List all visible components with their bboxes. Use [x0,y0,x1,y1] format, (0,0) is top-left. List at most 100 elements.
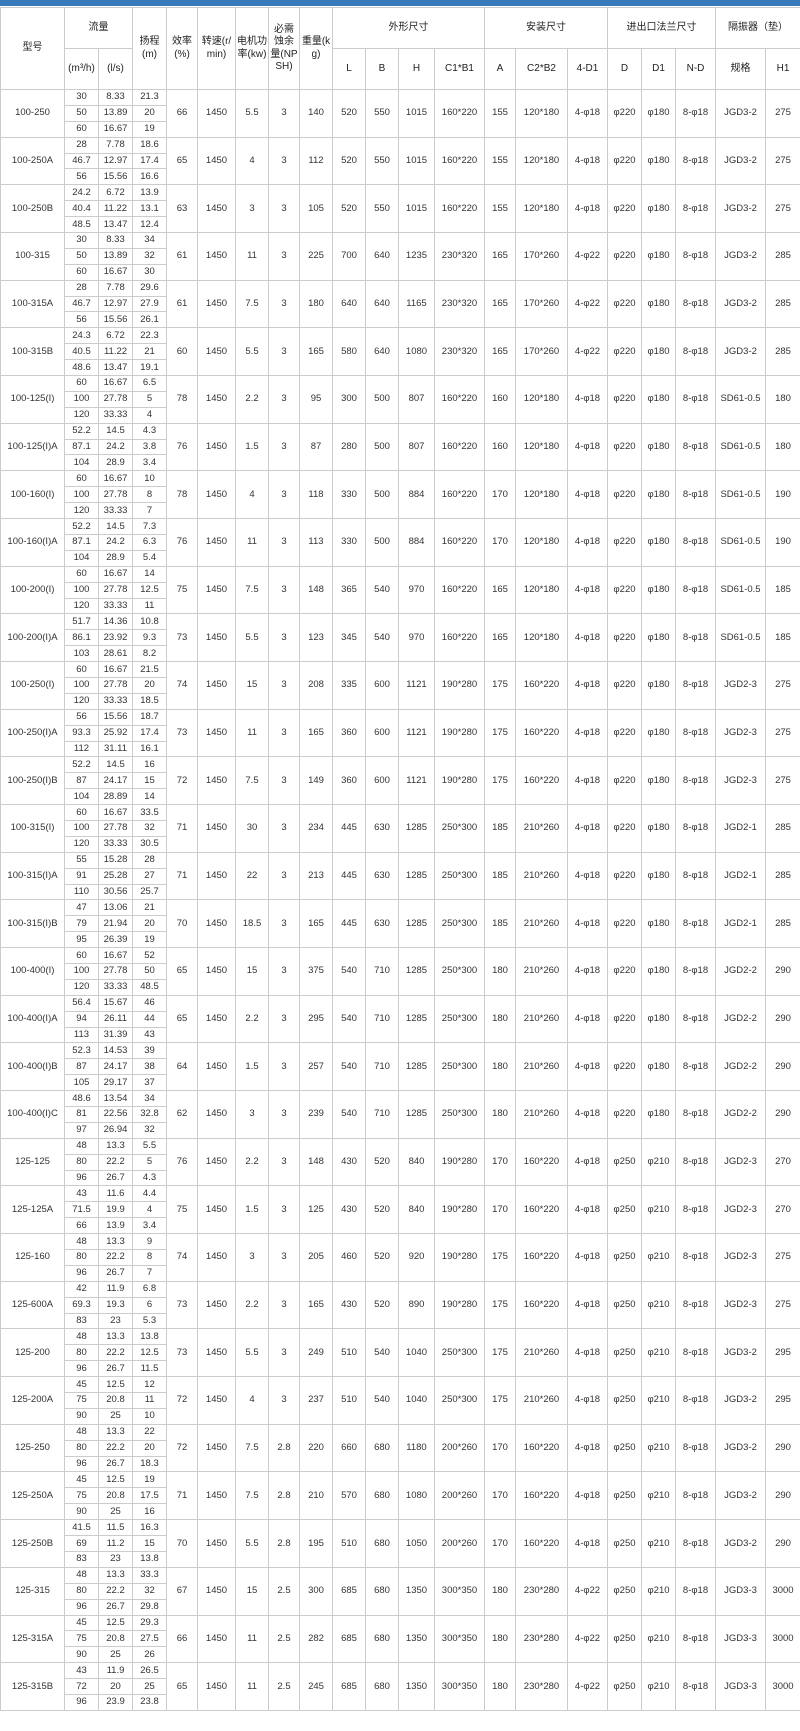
head-cell: 26.1 [132,311,167,329]
dim-h-cell: 807 [398,375,435,424]
head-cell: 18.3 [132,1455,167,1473]
dim-h-cell: 1040 [398,1328,435,1378]
install-c2b2-cell: 210*260 [515,851,568,901]
flange-nd-cell: 8-φ18 [675,1376,717,1425]
model-cell: 100-315 [0,232,65,281]
flange-nd-cell: 8-φ18 [675,327,717,377]
power-cell: 4 [235,1376,269,1425]
head-cell: 6.8 [132,1280,167,1298]
model-cell: 100-315(I)B [0,899,65,949]
power-cell: 15 [235,661,269,710]
dim-h-cell: 1015 [398,184,435,234]
head-cell: 25.7 [132,883,167,901]
header-flange-d: D [607,48,643,90]
flow-ls-cell: 11.22 [98,343,133,361]
flange-d-cell: φ220 [607,804,643,853]
spec-row: 100-400(I)B 52.3 14.53 39 64 1450 1.5 3 257 540 71… [0,1042,800,1092]
flow-ls-cell: 33.33 [98,835,133,853]
dim-h-cell: 1285 [398,994,435,1044]
flange-d-cell: φ220 [607,422,643,472]
dim-b-cell: 520 [365,1280,399,1330]
flow-m3h-cell: 120 [64,406,99,424]
flow-ls-cell: 14.36 [98,613,133,631]
install-4d1-cell: 4-φ18 [566,1185,609,1235]
flow-m3h-cell: 96 [64,1455,99,1473]
install-4d1-cell: 4-φ18 [566,422,609,472]
flow-ls-cell: 19.9 [98,1201,133,1219]
spec-subrow: 81 22.56 32.8 [1,1106,800,1123]
head-cell: 3.4 [132,454,167,472]
install-4d1-cell: 4-φ18 [566,1328,609,1378]
install-c2b2-cell: 170*260 [515,327,568,377]
model-cell: 100-315A [0,279,65,329]
install-c2b2-cell: 120*180 [515,136,568,186]
efficiency-cell: 65 [166,994,198,1044]
dim-h-cell: 1080 [398,327,435,377]
flange-d-cell: φ220 [607,661,643,710]
spec-subrow: 100 27.78 12.5 [1,581,800,599]
flange-d-cell: φ250 [607,1280,643,1330]
head-cell: 6.3 [132,533,167,551]
isolator-h1-cell: 190 [765,518,800,567]
install-4d1-cell: 4-φ18 [566,184,609,234]
flange-d1-cell: φ210 [641,1566,677,1616]
npsh-cell: 3 [268,184,300,234]
flow-m3h-cell: 48 [64,1233,99,1251]
flow-ls-cell: 13.3 [98,1233,133,1251]
dim-b-cell: 520 [365,1185,399,1235]
isolator-spec-cell: JGD2-3 [715,1280,767,1330]
head-cell: 33.3 [132,1566,167,1584]
flow-ls-cell: 20.8 [98,1392,133,1409]
flow-ls-cell: 30.56 [98,883,133,901]
install-4d1-cell: 4-φ18 [566,518,609,567]
dim-c1b1-cell: 160*220 [434,184,485,234]
flow-ls-cell: 22.2 [98,1439,133,1457]
npsh-cell: 3 [268,1042,300,1092]
flow-m3h-cell: 80 [64,1344,99,1362]
install-a-cell: 175 [484,1233,516,1282]
flow-m3h-cell: 48 [64,1423,99,1441]
install-a-cell: 175 [484,1328,516,1378]
dim-c1b1-cell: 250*300 [434,1376,485,1425]
weight-cell: 195 [299,1519,333,1568]
dim-c1b1-cell: 230*320 [434,232,485,281]
flow-ls-cell: 26.7 [98,1264,133,1282]
install-a-cell: 155 [484,184,516,234]
header-flange-nd: N-D [675,48,717,90]
dim-c1b1-cell: 250*300 [434,899,485,949]
spec-subrow: 96 23.9 23.8 [1,1693,800,1711]
head-cell: 32 [132,1582,167,1600]
install-a-cell: 175 [484,1280,516,1330]
dim-c1b1-cell: 250*300 [434,851,485,901]
power-cell: 18.5 [235,899,269,949]
flow-ls-cell: 16.67 [98,804,133,821]
dim-b-cell: 500 [365,518,399,567]
flange-d-cell: φ220 [607,1042,643,1092]
dim-h-cell: 1080 [398,1471,435,1521]
install-4d1-cell: 4-φ18 [566,661,609,710]
head-cell: 16 [132,1503,167,1521]
install-a-cell: 170 [484,1423,516,1473]
install-4d1-cell: 4-φ18 [566,1042,609,1092]
install-c2b2-cell: 160*220 [515,708,568,758]
dim-l-cell: 685 [332,1614,366,1664]
dim-c1b1-cell: 160*220 [434,613,485,663]
install-a-cell: 175 [484,661,516,710]
head-cell: 20 [132,676,167,694]
flow-ls-cell: 16.67 [98,470,133,488]
head-cell: 4.4 [132,1185,167,1203]
flange-d-cell: φ250 [607,1614,643,1664]
flow-ls-cell: 16.67 [98,661,133,678]
isolator-h1-cell: 270 [765,1185,800,1235]
flow-m3h-cell: 104 [64,454,99,472]
flow-m3h-cell: 93.3 [64,724,99,742]
flow-ls-cell: 25.28 [98,867,133,885]
head-cell: 26 [132,1646,167,1664]
head-cell: 12.4 [132,216,167,234]
install-4d1-cell: 4-φ18 [566,1423,609,1473]
dim-b-cell: 600 [365,708,399,758]
flange-d-cell: φ220 [607,279,643,329]
spec-subrow: 90 25 16 [1,1503,800,1521]
flow-ls-cell: 13.89 [98,247,133,265]
model-cell: 100-315(I) [0,804,65,853]
